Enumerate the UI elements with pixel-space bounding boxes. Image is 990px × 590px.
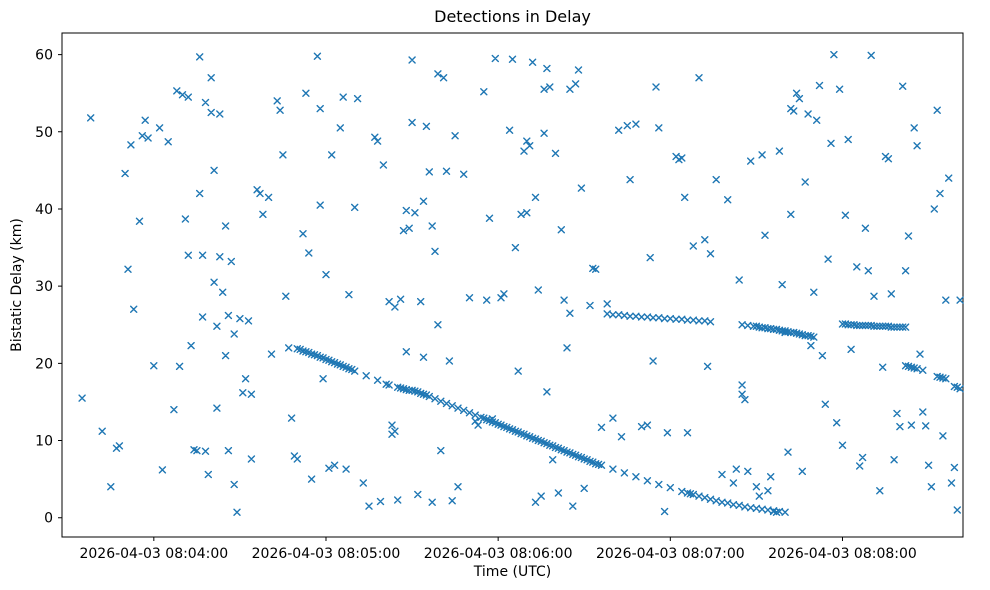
x-tick-label: 2026-04-03 08:05:00 (252, 546, 401, 562)
x-tick-label: 2026-04-03 08:06:00 (424, 546, 573, 562)
chart-title: Detections in Delay (434, 7, 591, 26)
y-tick-label: 50 (35, 125, 53, 141)
x-axis-label: Time (UTC) (473, 564, 552, 580)
y-tick-label: 20 (35, 356, 53, 372)
tick-marks (58, 54, 843, 541)
x-tick-label: 2026-04-03 08:07:00 (596, 546, 745, 562)
y-tick-label: 10 (35, 434, 53, 450)
scatter-markers (78, 50, 964, 516)
y-tick-label: 30 (35, 279, 53, 295)
y-tick-label: 40 (35, 202, 53, 218)
x-tick-label: 2026-04-03 08:04:00 (79, 546, 228, 562)
axes-frame (61, 32, 964, 538)
x-tick-label: 2026-04-03 08:08:00 (768, 546, 917, 562)
y-tick-label: 0 (44, 511, 53, 527)
y-tick-label: 60 (35, 48, 53, 64)
